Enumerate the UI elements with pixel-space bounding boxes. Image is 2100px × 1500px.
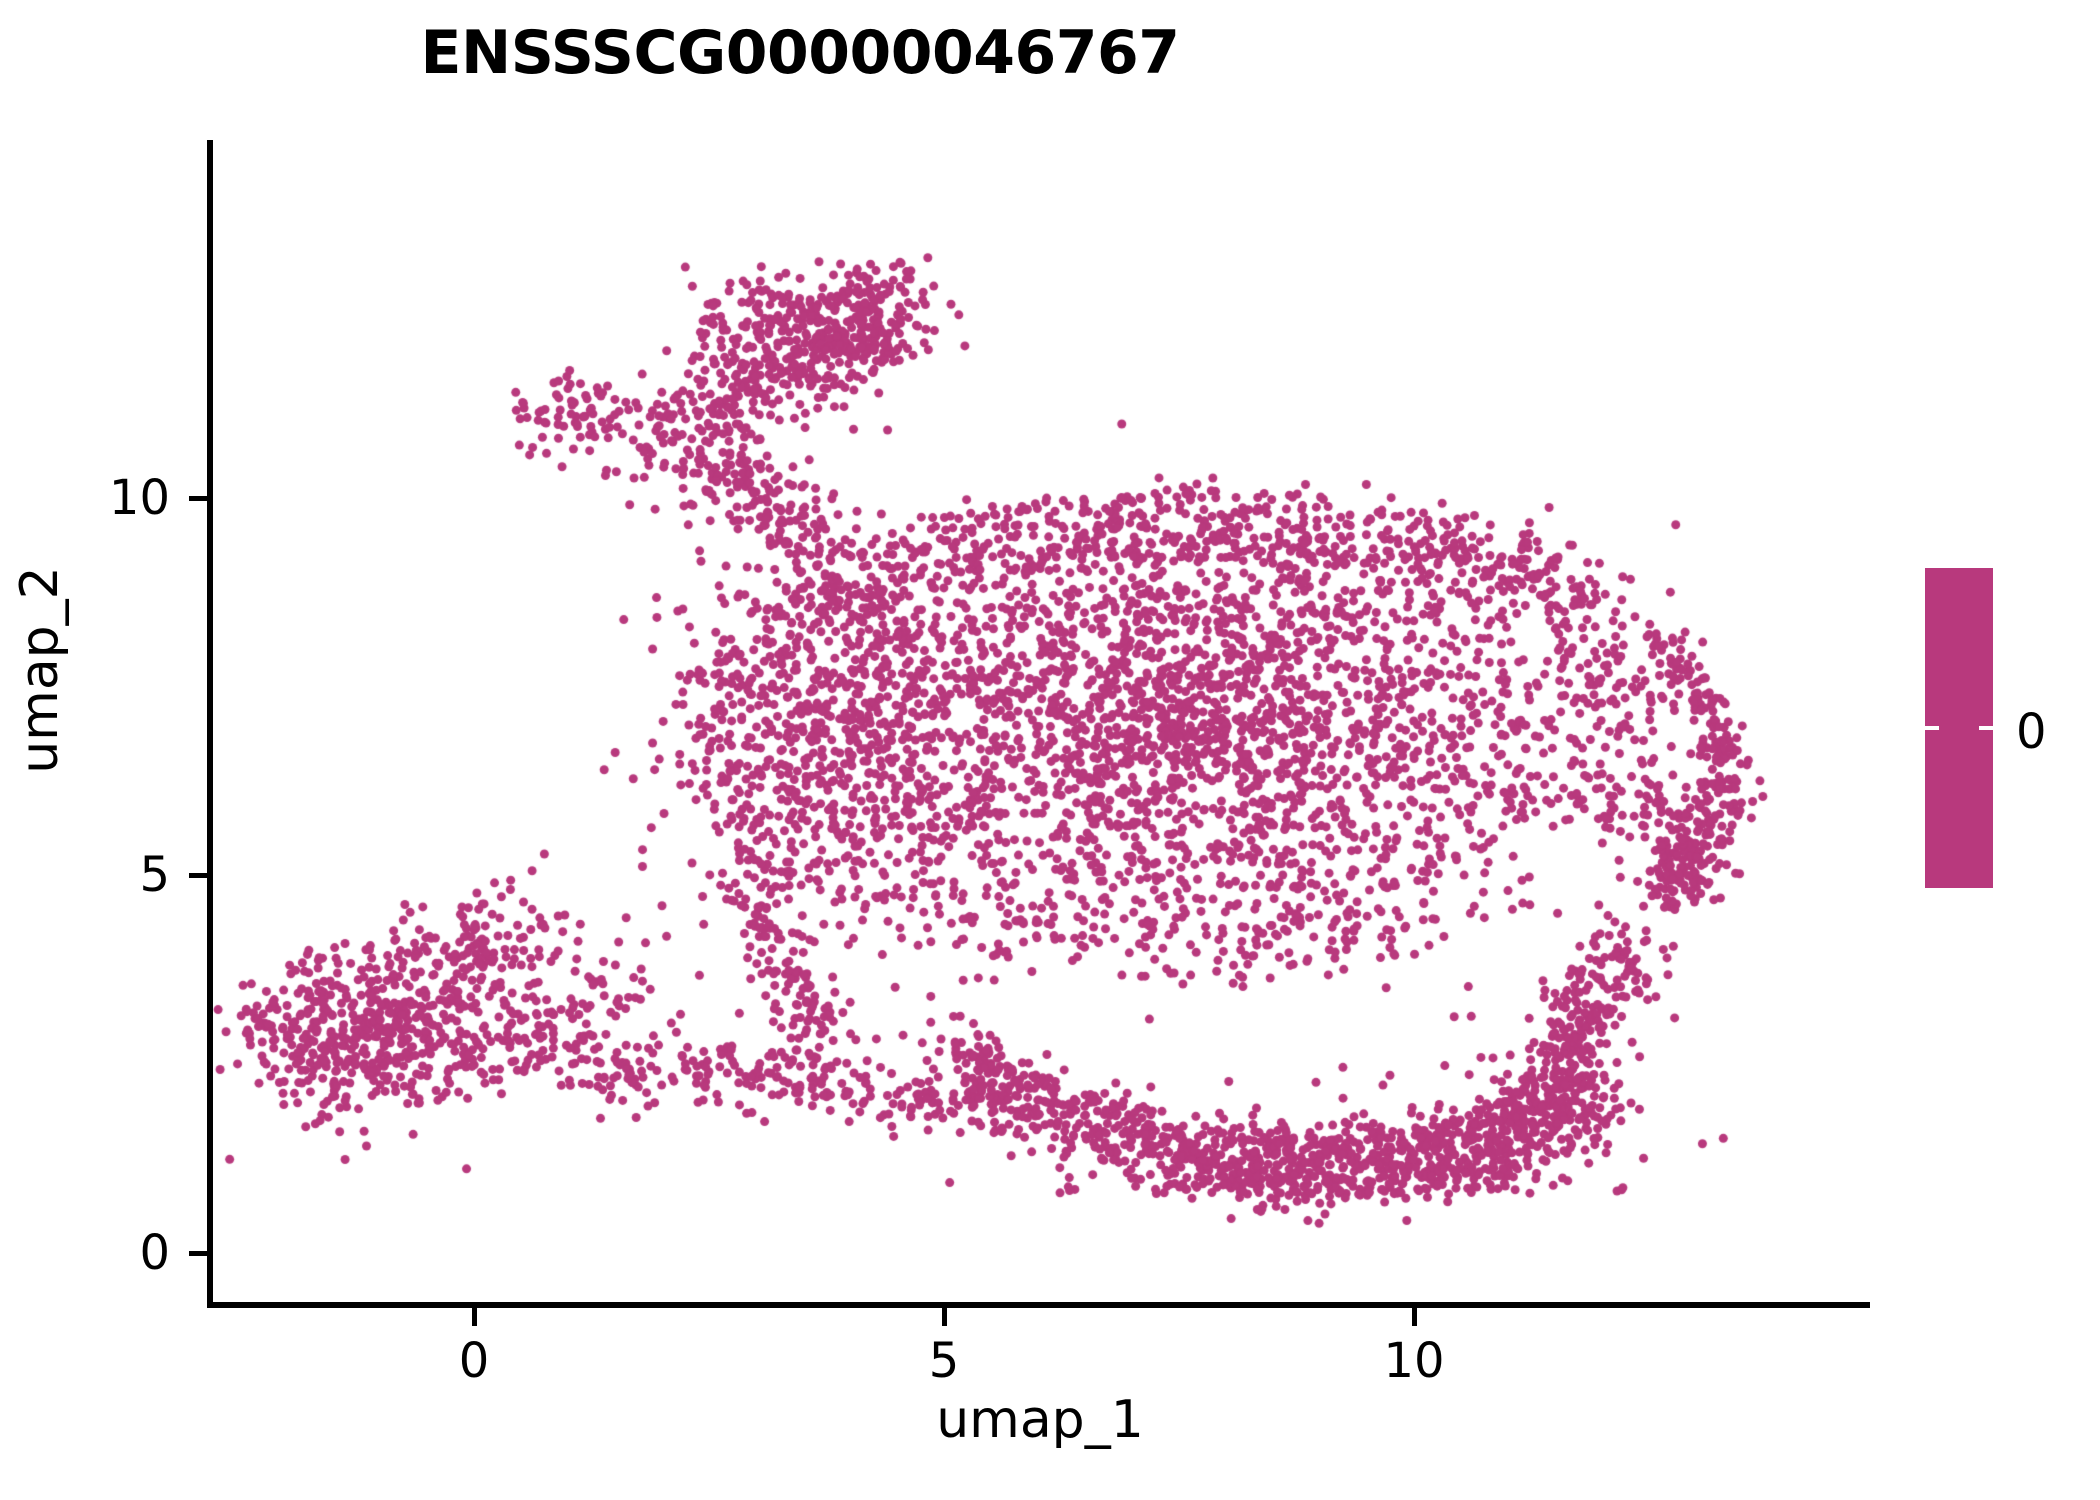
x-axis-title: umap_1	[936, 1390, 1144, 1450]
x-tick-mark-10	[1412, 1308, 1417, 1326]
y-tick-label-0: 0	[139, 1225, 170, 1281]
colorbar-tick-label-0: 0	[2016, 704, 2047, 760]
y-axis-spine	[207, 140, 213, 1308]
y-tick-label-5: 5	[139, 847, 170, 903]
x-tick-label-5: 5	[928, 1333, 960, 1389]
x-tick-label-0: 0	[458, 1333, 490, 1389]
x-axis-spine	[207, 1302, 1870, 1308]
y-tick-label-10: 10	[108, 470, 170, 526]
y-tick-mark-5	[189, 873, 207, 878]
y-tick-mark-0	[189, 1251, 207, 1256]
y-tick-mark-10	[189, 496, 207, 501]
page-title: ENSSSCG00000046767	[420, 18, 1180, 88]
x-tick-label-10: 10	[1383, 1333, 1445, 1389]
colorbar-tick-left	[1925, 726, 1939, 730]
scatter-points-layer	[210, 140, 1870, 1305]
colorbar-legend	[1925, 568, 1993, 888]
colorbar-tick-right	[1979, 726, 1993, 730]
x-tick-mark-5	[942, 1308, 947, 1326]
scatter-plot-area	[210, 140, 1870, 1305]
x-tick-mark-0	[472, 1308, 477, 1326]
y-axis-title: umap_2	[10, 566, 70, 774]
